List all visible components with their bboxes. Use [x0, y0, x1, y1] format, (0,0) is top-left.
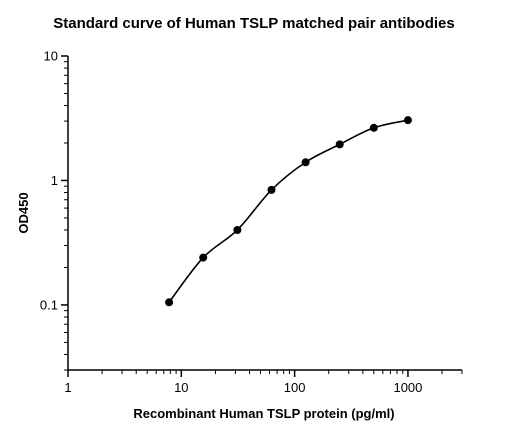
- data-point: [267, 185, 276, 194]
- x-tick-label: 1: [64, 380, 71, 395]
- x-tick-label: 10: [174, 380, 188, 395]
- y-tick-label: 1: [51, 173, 58, 188]
- x-tick-label: 100: [284, 380, 306, 395]
- fit-curve-line: [168, 119, 409, 303]
- fit-curve-group: [168, 119, 409, 303]
- data-points: [165, 116, 412, 307]
- data-point: [369, 123, 378, 132]
- x-tick-label: 1000: [393, 380, 422, 395]
- x-axis-label: Recombinant Human TSLP protein (pg/ml): [133, 406, 394, 421]
- y-tick-label: 10: [44, 49, 58, 64]
- data-point: [199, 253, 208, 262]
- axes: 1 10 100 1000 0.1 1 10: [40, 49, 463, 395]
- data-point: [233, 225, 242, 234]
- data-point: [403, 116, 412, 125]
- data-point: [335, 140, 344, 149]
- y-tick-label: 0.1: [40, 297, 58, 312]
- chart-title: Standard curve of Human TSLP matched pai…: [53, 15, 454, 32]
- y-axis-label: OD450: [16, 192, 31, 233]
- data-point: [301, 158, 310, 167]
- data-point: [165, 298, 174, 307]
